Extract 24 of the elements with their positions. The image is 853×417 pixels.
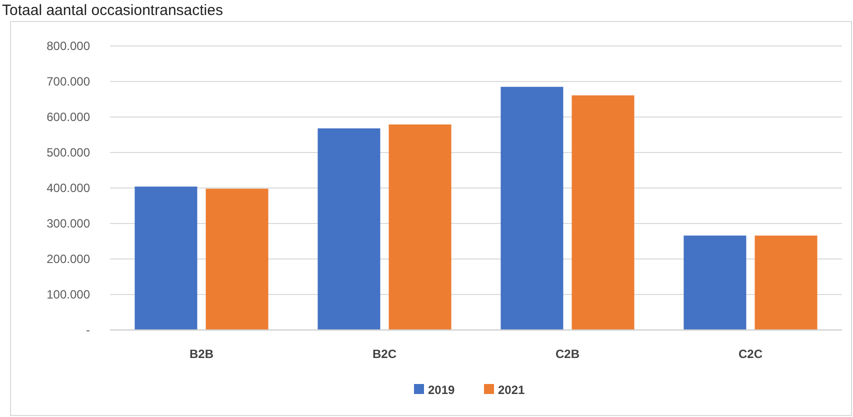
x-tick-label: B2B: [189, 347, 214, 361]
bar: [206, 188, 268, 330]
x-tick-label: B2C: [372, 347, 397, 361]
x-tick-label: C2B: [555, 347, 580, 361]
chart-title: Totaal aantal occasiontransacties: [2, 2, 223, 19]
y-tick-label: 200.000: [46, 252, 90, 266]
bar: [388, 124, 452, 330]
y-tick-label: 800.000: [46, 39, 90, 54]
bar: [684, 236, 746, 330]
y-tick-label: 700.000: [46, 74, 90, 89]
bar: [500, 86, 564, 330]
bar: [754, 236, 818, 330]
bar: [572, 95, 634, 330]
bar: [318, 128, 380, 330]
y-tick-label: 100.000: [46, 288, 90, 302]
x-tick-label: C2C: [738, 347, 763, 361]
y-tick-label: 400.000: [46, 181, 90, 196]
y-tick-label: 500.000: [46, 146, 90, 160]
bar: [134, 186, 198, 330]
y-tick-label: 300.000: [46, 216, 90, 231]
y-tick-label: -: [86, 323, 90, 338]
legend-label: 2019: [428, 383, 456, 398]
legend-label: 2021: [498, 383, 526, 398]
y-tick-label: 600.000: [46, 110, 90, 124]
